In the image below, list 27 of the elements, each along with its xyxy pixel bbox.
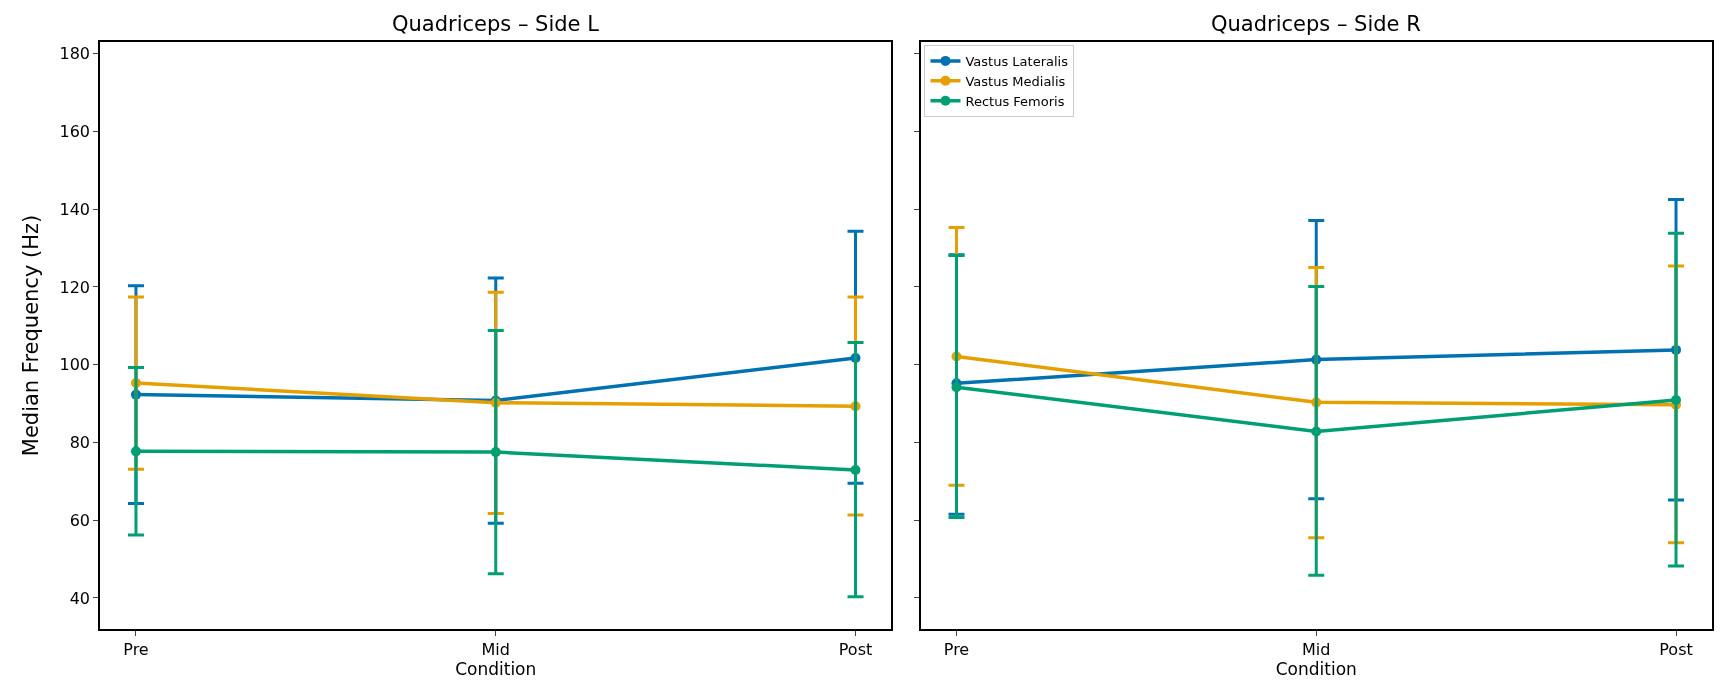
- x-axis-title: Condition: [1275, 658, 1357, 679]
- x-tick-label: Pre: [123, 639, 149, 659]
- x-axis-title: Condition: [455, 658, 537, 679]
- legend-label: Vastus Medialis: [965, 73, 1066, 89]
- y-tick-label: 100: [59, 355, 91, 375]
- y-tick-label: 80: [69, 433, 91, 452]
- point: [1311, 426, 1322, 437]
- y-tick-label: 160: [59, 122, 91, 142]
- legend-label: Rectus Femoris: [965, 93, 1065, 109]
- y-tick-label: 40: [69, 588, 91, 608]
- x-tick-label: Mid: [1302, 639, 1331, 659]
- x-tick-label: Post: [838, 639, 873, 659]
- y-tick-label: 60: [69, 510, 91, 530]
- chart-title: Quadriceps – Side R: [1211, 12, 1421, 36]
- legend-label: Vastus Lateralis: [965, 53, 1069, 69]
- y-tick-label: 180: [59, 44, 91, 64]
- x-tick-label: Pre: [943, 639, 970, 659]
- chart-title: Quadriceps – Side L: [392, 12, 600, 36]
- point: [490, 447, 501, 458]
- point: [130, 446, 141, 457]
- point: [850, 465, 861, 475]
- x-tick-label: Post: [1659, 639, 1693, 659]
- point: [1671, 395, 1682, 406]
- y-axis-title: Median Frequency (Hz): [19, 214, 44, 457]
- y-tick-label: 120: [59, 277, 91, 297]
- x-tick-label: Mid: [481, 639, 510, 659]
- y-tick-label: 140: [59, 199, 91, 219]
